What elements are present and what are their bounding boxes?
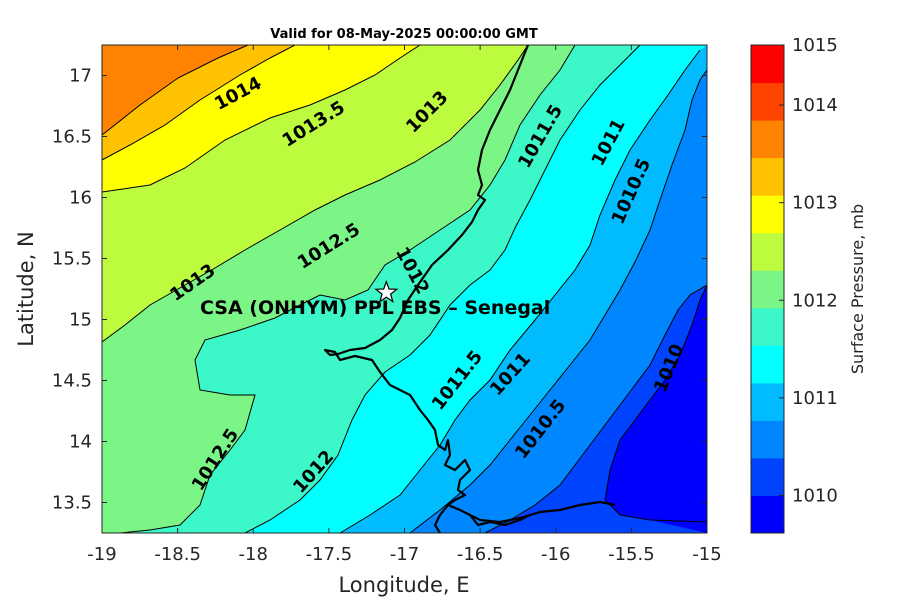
colorbar-tick-label: 1011 — [792, 388, 838, 409]
station-marker — [374, 279, 399, 304]
contour-line — [409, 69, 707, 533]
contour-lines — [102, 45, 707, 533]
contour-line — [102, 45, 529, 343]
colorbar-swatch — [751, 382, 784, 421]
colorbar-swatch — [751, 307, 784, 346]
contour-line — [102, 45, 421, 193]
pressure-bands — [102, 45, 707, 533]
colorbar-ticks: 1010 1011 1012 1013 1014 1015 — [779, 35, 838, 506]
x-tick-label: -16.5 — [457, 544, 504, 565]
colorbar-tick-label: 1014 — [792, 95, 838, 116]
x-tick-label: -15 — [692, 544, 721, 565]
colorbar-swatch — [751, 232, 784, 271]
contour-line — [102, 45, 249, 136]
contour-line — [339, 49, 701, 533]
colorbar-swatch — [751, 420, 784, 459]
x-tick-label: -18.5 — [154, 544, 201, 565]
colorbar — [751, 45, 784, 534]
colorbar-swatch — [751, 157, 784, 196]
y-axis-label: Latitude, N — [14, 231, 38, 347]
colorbar-swatch — [751, 82, 784, 121]
band-1011-25 — [605, 285, 707, 533]
y-tick-label: 14.5 — [52, 371, 92, 392]
x-tick-label: -17 — [390, 544, 419, 565]
x-axis-ticks: -19 -18.5 -18 -17.5 -17 -16.5 -16 -15.5 -15 — [87, 45, 722, 565]
colorbar-swatch — [751, 120, 784, 159]
station-label: CSA (ONHYM) PPL EBS – Senegal — [200, 297, 550, 319]
colorbar-tick-label: 1012 — [792, 290, 838, 311]
y-tick-label: 13.5 — [52, 493, 92, 514]
contour-line — [119, 45, 576, 533]
contour-line — [604, 284, 707, 501]
contour-line — [244, 45, 641, 533]
colorbar-swatch — [751, 457, 784, 496]
y-tick-label: 17 — [69, 66, 92, 87]
y-tick-label: 15.5 — [52, 249, 92, 270]
x-tick-label: -16 — [541, 544, 570, 565]
colorbar-swatch — [751, 195, 784, 234]
colorbar-swatch — [751, 270, 784, 309]
colorbar-swatch — [751, 345, 784, 384]
plot-area — [102, 45, 707, 533]
colorbar-tick-label: 1010 — [792, 485, 838, 506]
colorbar-label: Surface Pressure, mb — [848, 204, 867, 374]
chart-title: Valid for 08-May-2025 00:00:00 GMT — [270, 27, 538, 42]
x-tick-label: -17.5 — [306, 544, 353, 565]
station-star-icon — [374, 279, 399, 304]
colorbar-swatch — [751, 45, 784, 84]
coastline — [323, 45, 616, 533]
y-tick-label: 14 — [69, 432, 92, 453]
contour-line — [484, 284, 707, 533]
x-axis-label: Longitude, E — [338, 573, 469, 597]
y-axis-ticks: 13.5 14 14.5 15 15.5 16 16.5 17 — [52, 66, 707, 514]
y-tick-label: 16 — [69, 188, 92, 209]
x-tick-label: -19 — [87, 544, 116, 565]
x-tick-label: -15.5 — [608, 544, 655, 565]
colorbar-tick-label: 1015 — [792, 35, 838, 56]
y-tick-label: 15 — [69, 310, 92, 331]
y-tick-label: 16.5 — [52, 127, 92, 148]
colorbar-frame — [750, 44, 785, 534]
x-tick-label: -18 — [239, 544, 268, 565]
colorbar-tick-label: 1013 — [792, 193, 838, 214]
contour-line — [102, 45, 296, 161]
colorbar-swatch — [751, 495, 784, 534]
contour-line — [604, 499, 707, 523]
